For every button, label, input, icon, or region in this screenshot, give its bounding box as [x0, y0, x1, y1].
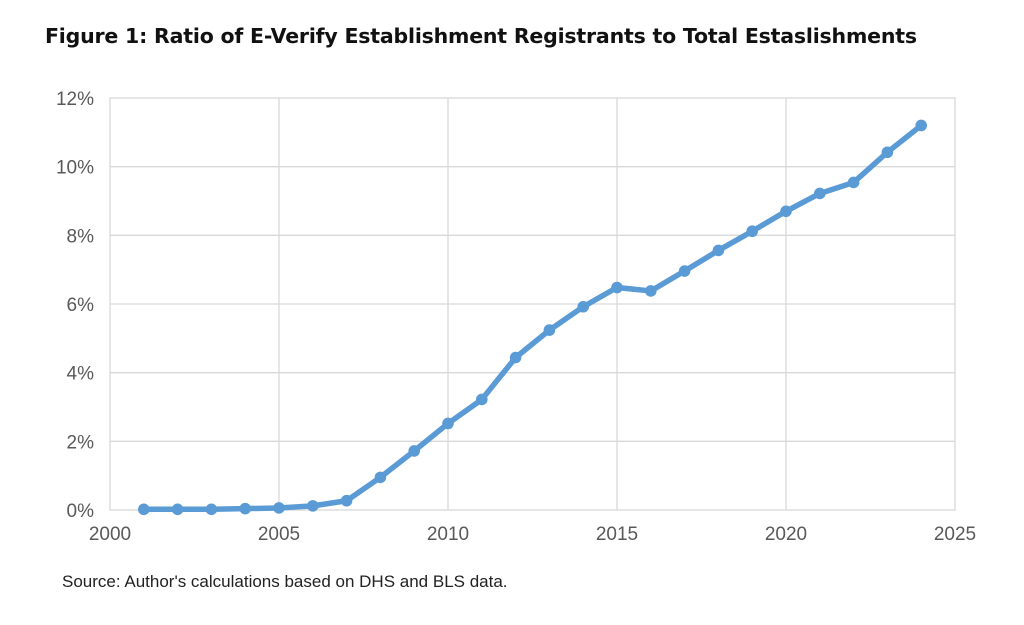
data-point — [746, 225, 758, 238]
y-tick-label: 0% — [67, 501, 95, 522]
data-point — [374, 471, 387, 484]
y-tick-label: 6% — [67, 295, 95, 316]
y-axis-tick-labels: 0% 2% 4% 6% 8% 10% 12% — [56, 89, 94, 522]
y-tick-label: 10% — [56, 158, 94, 179]
data-point — [678, 265, 691, 277]
data-point — [645, 285, 657, 297]
data-point — [577, 300, 589, 313]
data-point — [171, 503, 184, 516]
x-tick-label: 2010 — [427, 524, 469, 545]
plot-area-border — [109, 97, 956, 511]
data-series — [138, 119, 927, 516]
y-tick-label: 8% — [67, 226, 95, 247]
data-point — [881, 146, 894, 159]
source-note: Source: Author's calculations based on D… — [62, 572, 508, 591]
data-point — [847, 176, 860, 189]
data-point — [205, 503, 218, 516]
data-point — [408, 445, 421, 457]
data-point — [915, 119, 927, 132]
x-tick-label: 2000 — [89, 524, 131, 545]
data-point — [814, 187, 826, 200]
data-point — [780, 205, 792, 218]
x-tick-label: 2025 — [934, 524, 976, 545]
x-tick-label: 2020 — [765, 524, 807, 545]
data-point — [442, 417, 454, 430]
gridlines — [110, 98, 955, 510]
y-tick-label: 12% — [56, 89, 94, 110]
data-point — [476, 393, 488, 406]
data-point — [543, 324, 556, 336]
y-tick-label: 4% — [67, 364, 95, 385]
data-point — [712, 244, 725, 257]
data-point — [340, 494, 353, 507]
data-point — [611, 281, 623, 294]
x-tick-label: 2015 — [596, 524, 638, 545]
data-point — [307, 500, 319, 512]
chart-title: Figure 1: Ratio of E-Verify Establishmen… — [45, 24, 917, 48]
data-point — [239, 502, 251, 515]
series-line — [141, 122, 924, 513]
x-tick-label: 2005 — [258, 524, 300, 545]
data-point — [273, 502, 285, 514]
data-point — [509, 351, 522, 364]
data-point — [138, 503, 150, 516]
y-tick-label: 2% — [67, 432, 95, 453]
x-axis-tick-labels: 2000 2005 2010 2015 2020 2025 — [89, 524, 976, 545]
